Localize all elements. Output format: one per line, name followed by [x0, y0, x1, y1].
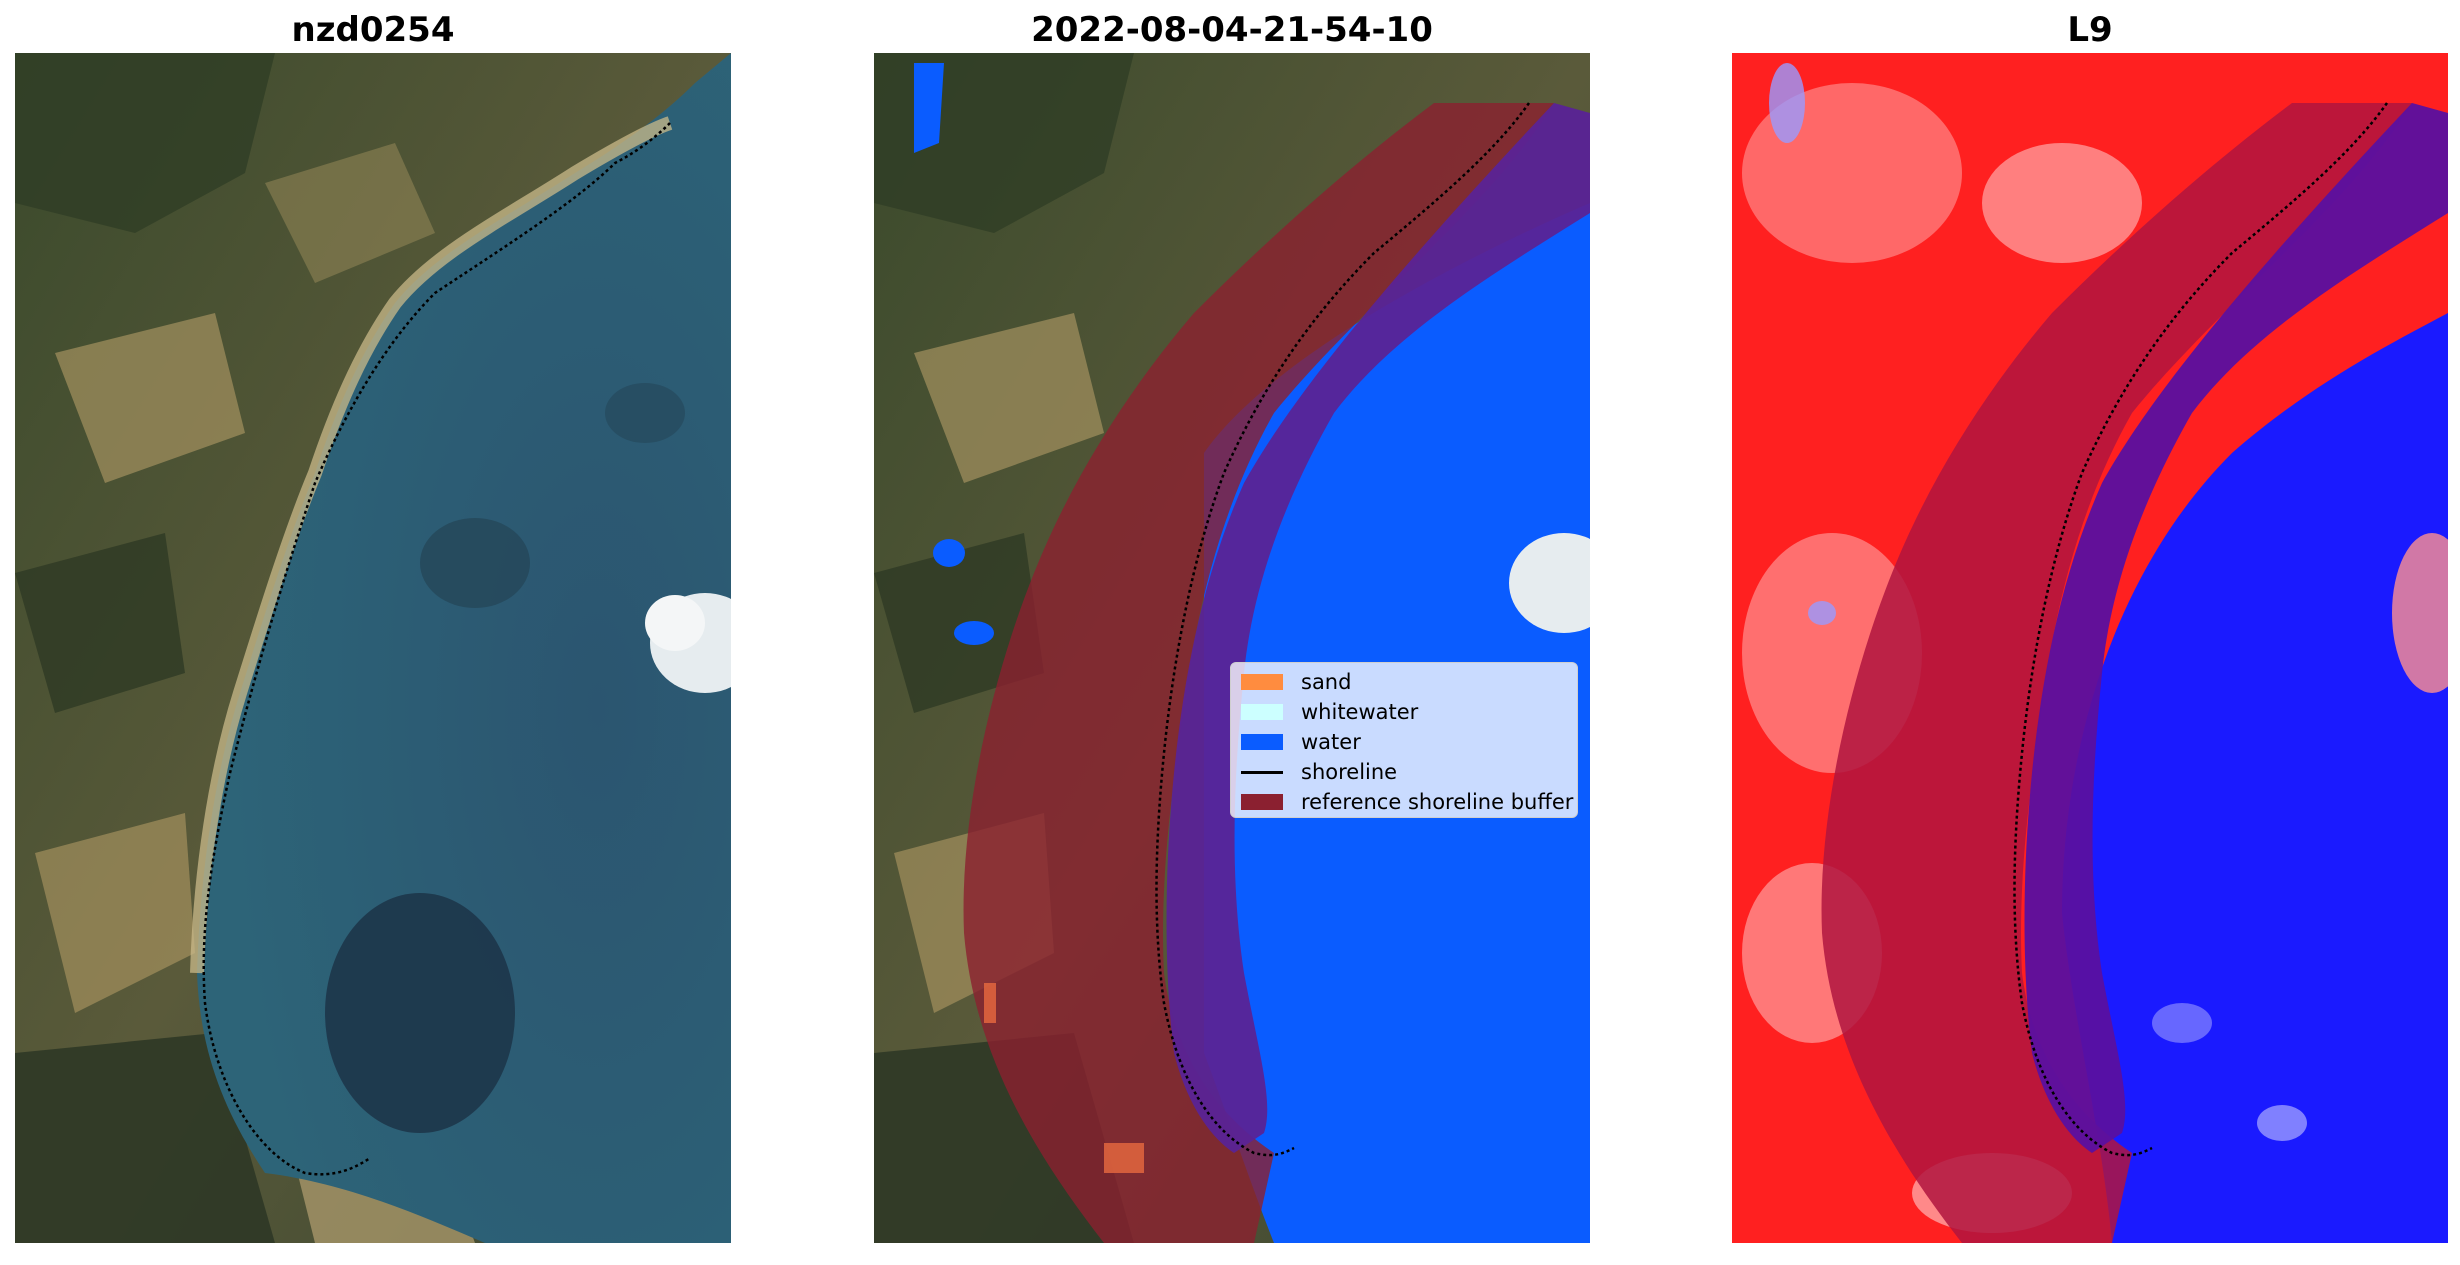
- legend-label: sand: [1301, 670, 1352, 694]
- classified-image: [874, 53, 1590, 1243]
- legend-item-shoreline: shoreline: [1241, 757, 1567, 787]
- legend-item-whitewater: whitewater: [1241, 697, 1567, 727]
- buffer-swatch: [1241, 794, 1283, 810]
- legend-item-water: water: [1241, 727, 1567, 757]
- index-map-panel: [1732, 53, 2448, 1243]
- panel-title-right: L9: [2067, 10, 2113, 50]
- water-swatch: [1241, 734, 1283, 750]
- legend: sand whitewater water shoreline referenc…: [1230, 662, 1578, 818]
- legend-label: water: [1301, 730, 1361, 754]
- index-map: [1732, 53, 2448, 1243]
- legend-item-buffer: reference shoreline buffer: [1241, 787, 1573, 817]
- sand-swatch: [1241, 674, 1283, 690]
- legend-label: whitewater: [1301, 700, 1419, 724]
- rgb-image: [15, 53, 731, 1243]
- panel-title-middle: 2022-08-04-21-54-10: [1031, 10, 1433, 50]
- legend-item-sand: sand: [1241, 667, 1567, 697]
- legend-label: reference shoreline buffer: [1301, 790, 1574, 814]
- legend-label: shoreline: [1301, 760, 1398, 784]
- panel-title-left: nzd0254: [291, 10, 455, 50]
- classified-image-panel: [874, 53, 1590, 1243]
- shoreline-swatch: [1241, 770, 1283, 774]
- rgb-image-panel: [15, 53, 731, 1243]
- whitewater-swatch: [1241, 704, 1283, 720]
